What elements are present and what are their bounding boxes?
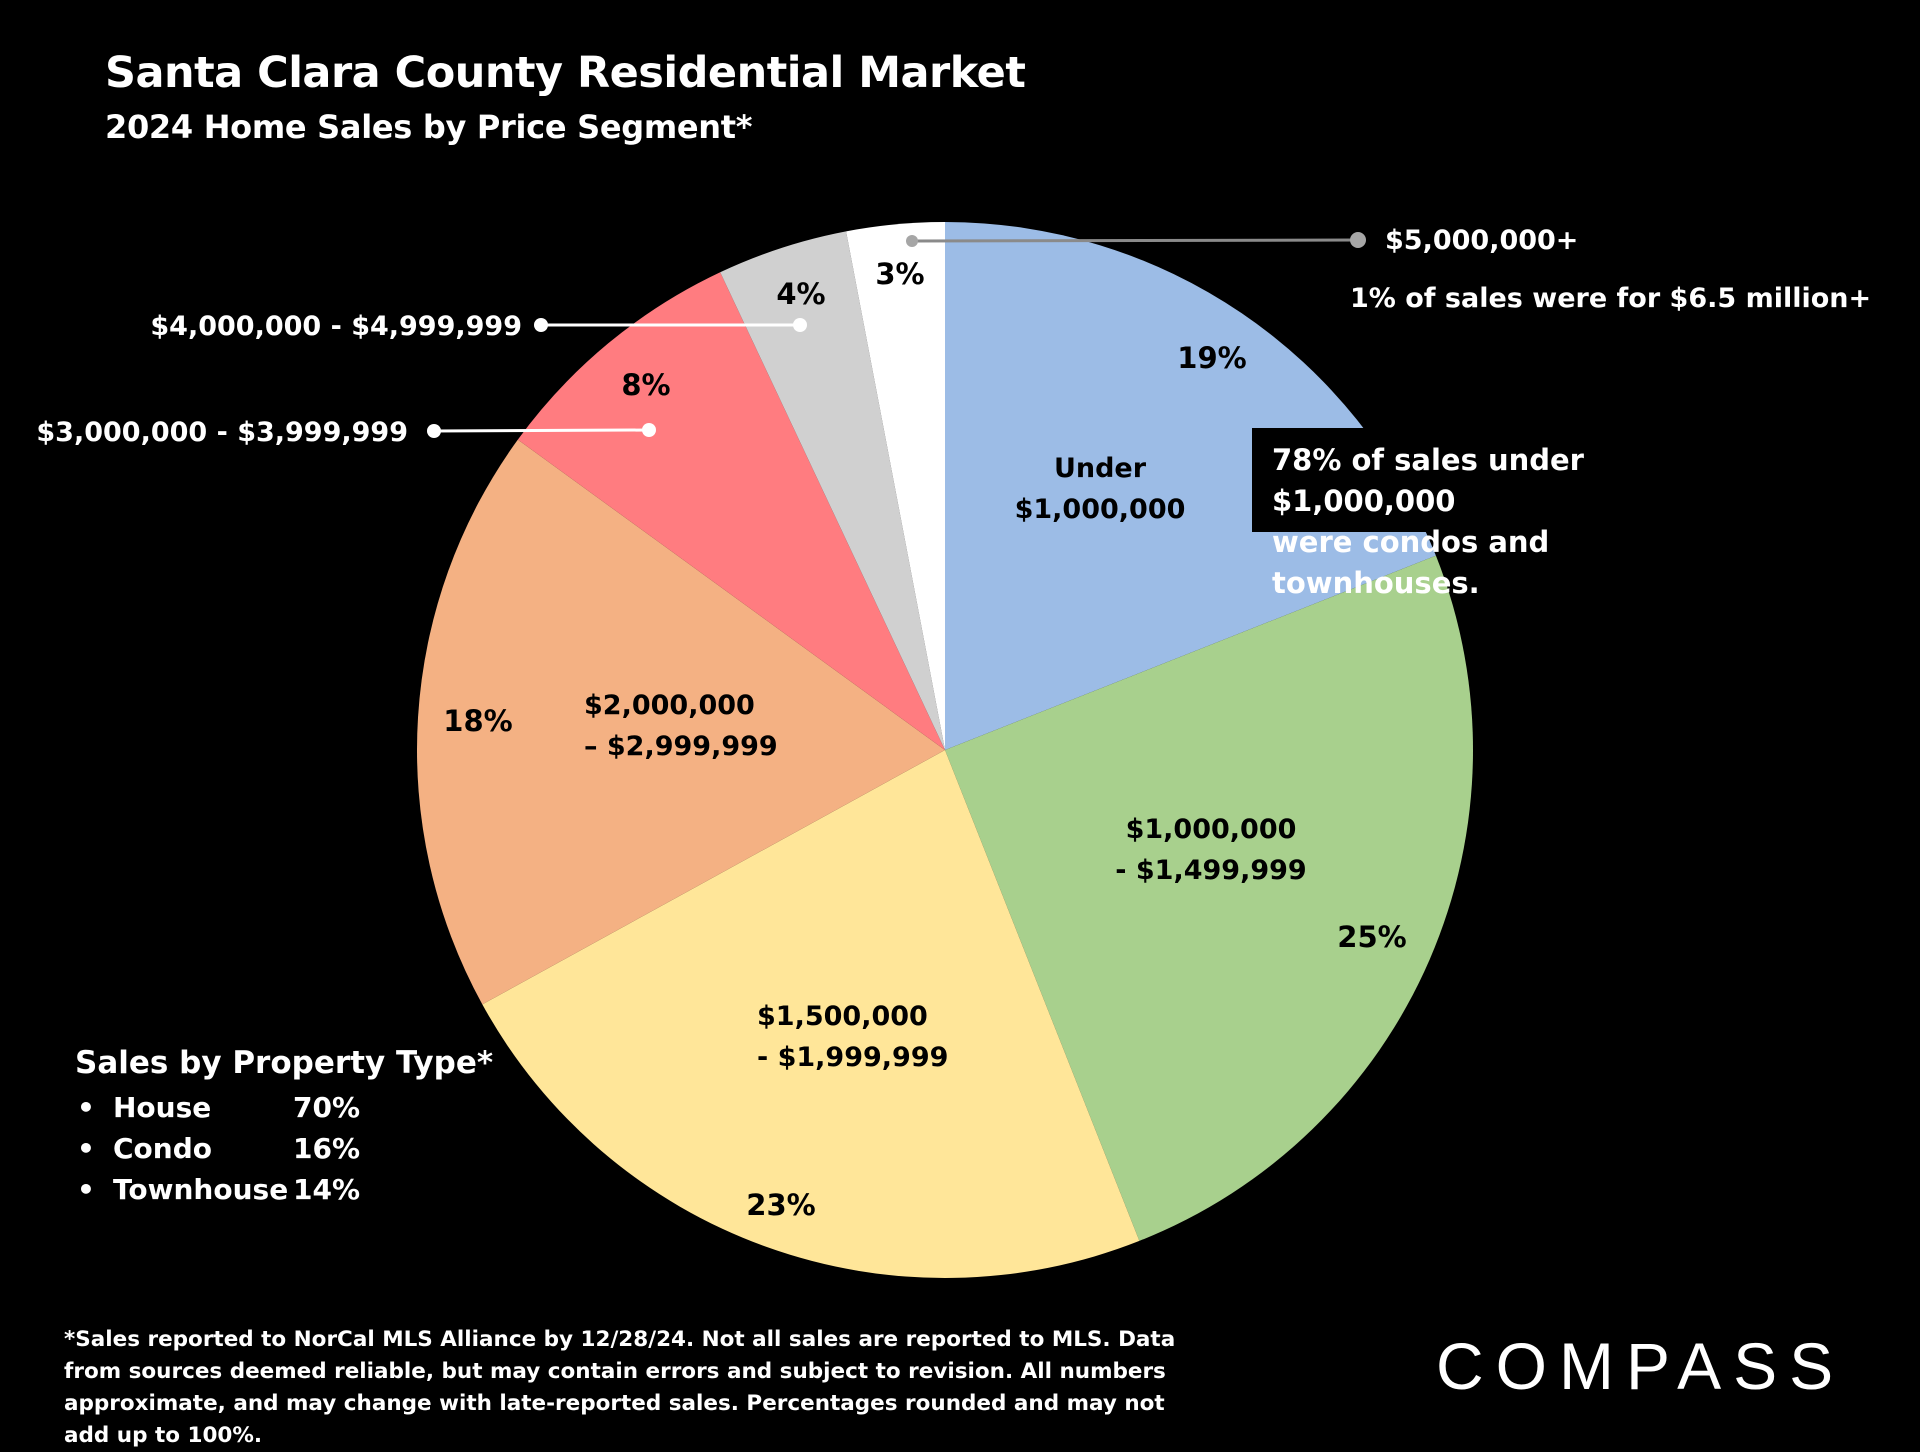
slice-pct-2m-3m: 18% (443, 704, 512, 738)
slice-pct-1-5m-2m: 23% (746, 1188, 815, 1222)
pie-slice-3 (416, 439, 945, 1005)
compass-logo: COMPASS (1436, 1329, 1846, 1403)
pie-slice-0 (945, 222, 1436, 750)
property-type-row: • House 70% (75, 1087, 493, 1128)
callout-label-4m-5m: $4,000,000 - $4,999,999 (150, 311, 522, 342)
pie-slice-6 (846, 222, 945, 750)
chart-title: Santa Clara County Residential Market (105, 48, 1026, 98)
property-type-name: Condo (113, 1132, 212, 1165)
bullet-icon: • (77, 1173, 95, 1206)
condo-note-box: 78% of sales under $1,000,000 were condo… (1252, 428, 1727, 600)
property-type-heading: Sales by Property Type* (75, 1045, 494, 1081)
slice-name-1-5m-2m-line1: $1,500,000 (757, 1001, 928, 1032)
pie-slice-1 (945, 555, 1473, 1241)
condo-note-line2: were condos and townhouses. (1272, 525, 1550, 600)
slice-name-1m-1-5m-line2: - $1,499,999 (1115, 855, 1306, 886)
pie-slice-2 (482, 750, 1140, 1278)
slice-name-2m-3m-line2: – $2,999,999 (584, 731, 778, 762)
leader-line-3m-4m (433, 428, 650, 433)
property-type-name: House (113, 1091, 212, 1124)
leader-line-over-5m (911, 238, 1359, 243)
slice-name-1-5m-2m-line2: - $1,999,999 (757, 1042, 948, 1073)
property-type-row: • Townhouse 14% (75, 1169, 493, 1210)
property-type-row: • Condo 16% (75, 1128, 493, 1169)
big-sales-note: 1% of sales were for $6.5 million+ (1350, 283, 1872, 314)
leader-dot-over-5m-outer (1350, 232, 1366, 248)
footnote: *Sales reported to NorCal MLS Alliance b… (64, 1327, 1176, 1448)
pie-slice-4 (517, 272, 945, 750)
leader-dot-over-5m-inner (906, 235, 918, 247)
bullet-icon: • (77, 1132, 95, 1165)
slice-pct-under-1m: 19% (1177, 341, 1246, 375)
pie-slice-5 (720, 231, 945, 751)
slice-name-under-1m-line1: Under (1054, 453, 1147, 484)
slice-pct-1m-1-5m: 25% (1337, 920, 1406, 954)
callout-label-over-5m: $5,000,000+ (1385, 225, 1578, 256)
bullet-icon: • (77, 1091, 95, 1124)
leader-dot-4m-5m-outer (534, 318, 548, 332)
leader-dot-3m-4m-inner (642, 423, 656, 437)
slice-pct-3m-4m: 8% (621, 368, 670, 402)
leader-dot-4m-5m-inner (793, 318, 807, 332)
slice-name-2m-3m-line1: $2,000,000 (584, 690, 755, 721)
slice-name-1m-1-5m-line1: $1,000,000 (1126, 814, 1297, 845)
slice-pct-over-5m: 3% (875, 257, 924, 291)
callout-label-3m-4m: $3,000,000 - $3,999,999 (36, 417, 408, 448)
property-type-panel: Sales by Property Type* • House 70% • Co… (75, 1045, 493, 1210)
property-type-name: Townhouse (113, 1173, 289, 1206)
condo-note-line1: 78% of sales under $1,000,000 (1272, 443, 1584, 518)
slice-name-under-1m-line2: $1,000,000 (1015, 494, 1186, 525)
property-type-pct: 70% (293, 1091, 361, 1124)
slice-pct-4m-5m: 4% (776, 277, 825, 311)
leader-dot-3m-4m-outer (427, 424, 441, 438)
property-type-pct: 16% (293, 1132, 361, 1165)
chart-subtitle: 2024 Home Sales by Price Segment* (105, 108, 753, 146)
property-type-pct: 14% (293, 1173, 361, 1206)
